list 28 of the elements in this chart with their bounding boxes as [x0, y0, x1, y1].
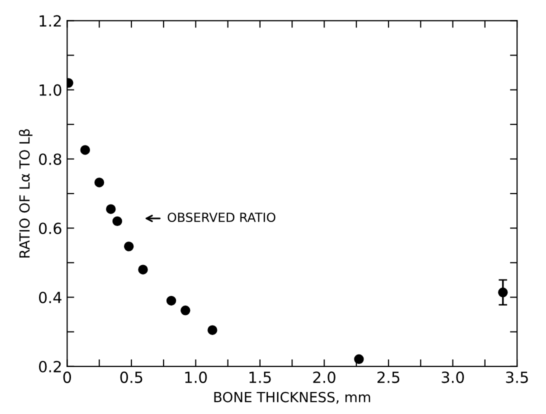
x-tick-label: 2.5	[377, 372, 400, 384]
y-tick-label: 0.6	[39, 222, 62, 234]
point	[354, 354, 364, 364]
x-axis-title: BONE THICKNESS, mm	[214, 392, 370, 404]
x-tick-label: 1.0	[185, 372, 207, 384]
point	[166, 296, 176, 306]
point	[498, 288, 508, 298]
point	[106, 204, 116, 214]
y-tick-label: 0.4	[39, 292, 62, 304]
x-tick-label: 0.5	[120, 372, 142, 384]
y-tick-label: 1.0	[40, 84, 62, 96]
point	[138, 264, 148, 274]
x-tick-label: 0	[63, 372, 72, 384]
x-tick-label: 3.0	[442, 372, 464, 384]
x-tick-label: 2.0	[313, 372, 336, 384]
point	[112, 216, 122, 226]
point	[80, 145, 90, 155]
x-tick-label: 1.5	[250, 372, 271, 384]
x-tick-label: 3.5	[506, 372, 528, 384]
y-tick-label: 1.2	[40, 15, 61, 27]
point	[124, 242, 134, 252]
annotation: OBSERVED RATIO	[168, 212, 276, 222]
point	[208, 325, 218, 335]
y-tick-label: 0.2	[39, 360, 61, 372]
point	[94, 178, 104, 188]
y-axis-title: RATIO OF Lα TO Lβ	[18, 129, 32, 258]
point	[180, 306, 190, 316]
y-tick-label: 0.8	[39, 153, 62, 165]
